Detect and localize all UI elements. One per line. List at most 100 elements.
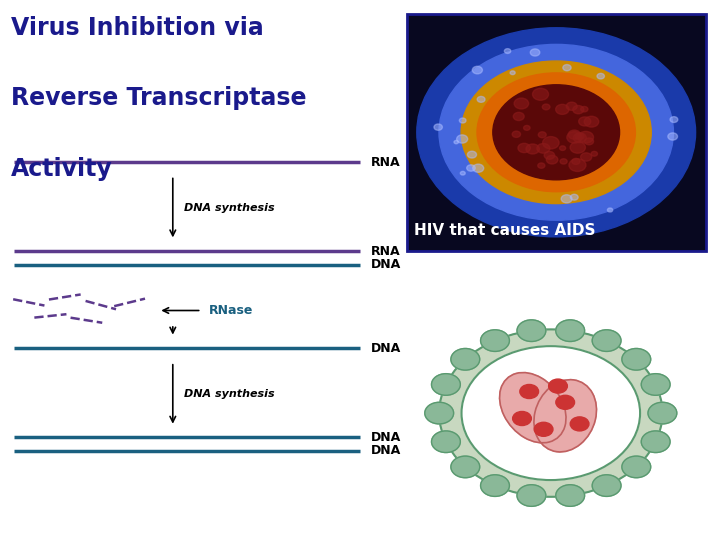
Circle shape	[580, 153, 592, 161]
Circle shape	[538, 163, 545, 168]
Circle shape	[544, 151, 554, 159]
Circle shape	[477, 73, 636, 192]
Text: DNA: DNA	[371, 342, 401, 355]
Text: DNA synthesis: DNA synthesis	[184, 203, 274, 213]
Circle shape	[517, 485, 546, 507]
Text: HIV that causes AIDS: HIV that causes AIDS	[414, 222, 595, 238]
Circle shape	[648, 402, 677, 424]
Circle shape	[539, 132, 546, 138]
Circle shape	[556, 395, 575, 409]
Circle shape	[530, 49, 540, 56]
Circle shape	[481, 475, 510, 496]
Circle shape	[510, 71, 516, 75]
Circle shape	[566, 102, 577, 110]
Circle shape	[431, 431, 460, 453]
Circle shape	[472, 66, 482, 74]
Circle shape	[451, 456, 480, 478]
Circle shape	[517, 320, 546, 341]
Text: RNA: RNA	[371, 245, 400, 258]
Circle shape	[543, 137, 559, 149]
Circle shape	[556, 320, 585, 341]
Circle shape	[578, 131, 593, 143]
FancyBboxPatch shape	[407, 14, 706, 251]
Circle shape	[505, 49, 510, 53]
Circle shape	[467, 165, 475, 171]
Circle shape	[439, 329, 662, 497]
Circle shape	[592, 475, 621, 496]
Circle shape	[563, 65, 571, 71]
Circle shape	[556, 104, 569, 114]
Circle shape	[512, 131, 521, 137]
Circle shape	[513, 112, 524, 120]
Text: Virus Inhibition via: Virus Inhibition via	[11, 16, 264, 40]
Circle shape	[579, 117, 591, 126]
Circle shape	[608, 208, 613, 212]
Text: RNA: RNA	[371, 156, 400, 168]
Circle shape	[542, 104, 550, 110]
Circle shape	[456, 135, 468, 143]
Circle shape	[556, 485, 585, 507]
Circle shape	[573, 133, 586, 143]
Circle shape	[569, 159, 586, 172]
Circle shape	[417, 28, 696, 237]
Circle shape	[520, 384, 539, 399]
Circle shape	[584, 116, 599, 127]
Circle shape	[439, 44, 673, 220]
Circle shape	[567, 132, 582, 143]
Circle shape	[622, 456, 651, 478]
Circle shape	[473, 164, 484, 172]
Circle shape	[585, 138, 593, 145]
Circle shape	[546, 156, 558, 164]
Circle shape	[560, 159, 567, 164]
Circle shape	[467, 151, 477, 158]
Circle shape	[591, 151, 598, 156]
Circle shape	[425, 402, 454, 424]
Text: Reverse Transcriptase: Reverse Transcriptase	[11, 86, 306, 110]
Circle shape	[622, 348, 651, 370]
Circle shape	[434, 124, 442, 130]
Circle shape	[477, 97, 485, 102]
Ellipse shape	[534, 380, 596, 452]
Circle shape	[568, 130, 580, 139]
Text: DNA: DNA	[371, 431, 401, 444]
Circle shape	[570, 194, 578, 200]
Circle shape	[462, 346, 640, 480]
Circle shape	[526, 144, 539, 154]
Circle shape	[549, 379, 567, 393]
Circle shape	[642, 374, 670, 395]
Circle shape	[492, 85, 619, 180]
Circle shape	[570, 141, 585, 153]
Text: Activity: Activity	[11, 157, 112, 180]
Circle shape	[514, 98, 528, 109]
Circle shape	[581, 106, 588, 112]
Circle shape	[559, 146, 566, 151]
Circle shape	[523, 125, 530, 130]
Circle shape	[572, 158, 580, 164]
Circle shape	[573, 105, 584, 114]
Circle shape	[668, 133, 678, 140]
Circle shape	[537, 144, 550, 153]
Ellipse shape	[500, 373, 566, 443]
Text: RNase: RNase	[209, 304, 253, 317]
Circle shape	[454, 140, 459, 144]
Circle shape	[575, 133, 584, 140]
Circle shape	[561, 195, 572, 203]
Circle shape	[533, 88, 549, 100]
Circle shape	[534, 422, 553, 436]
Text: DNA: DNA	[371, 444, 401, 457]
Circle shape	[518, 143, 531, 153]
Circle shape	[642, 431, 670, 453]
Circle shape	[570, 417, 589, 431]
Text: DNA synthesis: DNA synthesis	[184, 389, 274, 399]
Circle shape	[459, 118, 466, 123]
Text: DNA: DNA	[371, 258, 401, 271]
Circle shape	[481, 330, 510, 352]
Circle shape	[597, 73, 605, 79]
Circle shape	[513, 411, 531, 426]
Circle shape	[460, 171, 465, 175]
Circle shape	[670, 117, 678, 123]
Circle shape	[461, 61, 651, 204]
Circle shape	[451, 348, 480, 370]
Circle shape	[431, 374, 460, 395]
Circle shape	[593, 330, 621, 352]
